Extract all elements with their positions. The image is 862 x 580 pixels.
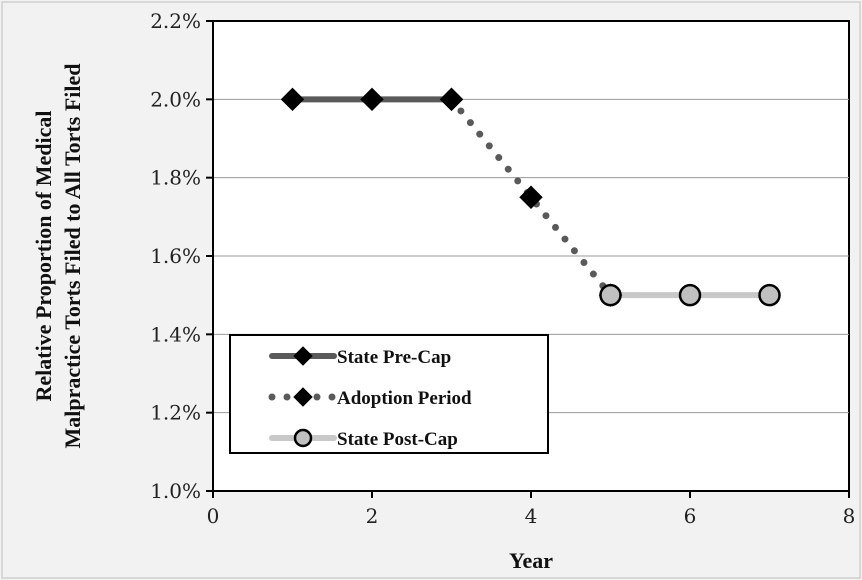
x-tick-label: 4	[525, 504, 538, 528]
legend-label: Adoption Period	[337, 388, 472, 409]
legend-label: State Pre-Cap	[337, 347, 451, 368]
data-point-state-post-cap	[599, 283, 622, 307]
y-tick-label: 1.8%	[150, 166, 201, 190]
y-axis-title-line-2: Malpractice Torts Filed to All Torts Fil…	[60, 64, 85, 449]
x-tick-label: 0	[207, 504, 220, 528]
x-axis-title: Year	[509, 548, 553, 573]
legend-label: State Post-Cap	[337, 429, 458, 450]
legend-entry-state-pre-cap: State Pre-Cap	[269, 346, 451, 368]
axes	[206, 20, 850, 498]
x-tick-label: 8	[843, 504, 856, 528]
y-tick-label: 1.4%	[150, 322, 201, 346]
data-point-adoption-period	[439, 87, 464, 112]
y-axis-title-line-1: Relative Proportion of Medical	[31, 110, 56, 401]
data-point-state-pre-cap	[280, 87, 305, 112]
legend-marker	[293, 346, 313, 366]
y-tick-label: 2.0%	[150, 87, 201, 111]
series-layer	[280, 87, 781, 307]
data-point-adoption-period	[519, 185, 543, 209]
x-tick-label: 2	[366, 504, 379, 528]
tick-labels: 1.0% 1.2% 1.4% 1.6% 1.8% 2.0% 2.2% 0 2 4 6 8	[150, 9, 855, 528]
data-point-state-pre-cap	[360, 87, 384, 112]
x-tick-label: 6	[684, 504, 697, 528]
y-tick-label: 1.2%	[150, 401, 201, 425]
data-point-state-post-cap	[758, 283, 781, 307]
y-tick-label: 2.2%	[150, 9, 201, 33]
legend: State Pre-Cap Adoption Period State Post-C…	[229, 334, 549, 454]
legend-marker	[293, 387, 313, 407]
y-tick-label: 1.6%	[150, 244, 201, 268]
legend-marker	[293, 428, 313, 448]
legend-entry-state-post-cap: State Post-Cap	[269, 428, 458, 450]
y-tick-label: 1.0%	[150, 479, 201, 503]
series-line-adoption-period	[448, 95, 614, 299]
data-point-state-post-cap	[678, 283, 702, 307]
legend-entry-adoption-period: Adoption Period	[268, 387, 472, 409]
